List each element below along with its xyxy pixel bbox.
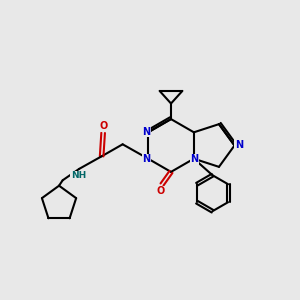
Text: N: N: [190, 154, 199, 164]
Text: N: N: [142, 154, 151, 164]
Text: O: O: [99, 121, 107, 131]
Text: O: O: [156, 186, 165, 196]
Text: N: N: [235, 140, 243, 150]
Text: N: N: [142, 127, 151, 137]
Text: NH: NH: [71, 171, 86, 180]
